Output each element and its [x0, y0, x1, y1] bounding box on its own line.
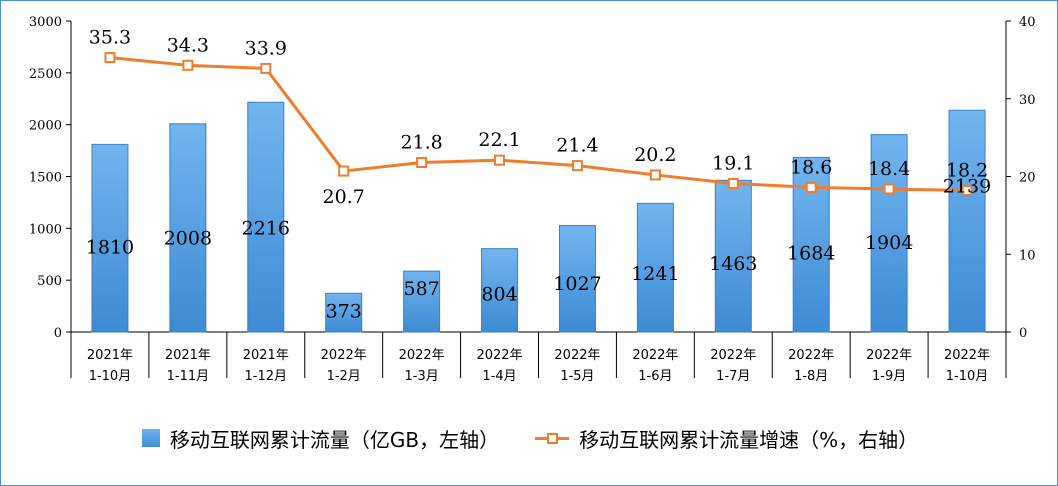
line-value-label: 18.4: [868, 158, 910, 180]
x-tick-label-sub: 1-10月: [946, 369, 989, 384]
bar-value-label: 2216: [242, 218, 290, 240]
bar-value-label: 1241: [631, 263, 679, 285]
line-value-label: 18.6: [790, 156, 832, 178]
legend-item-bar: 移动互联网累计流量（亿GB，左轴）: [141, 424, 500, 453]
x-tick-label-sub: 1-3月: [405, 369, 439, 384]
x-tick-label: 2021年: [243, 348, 289, 363]
bar: [169, 123, 207, 333]
bar: [714, 179, 752, 333]
line-value-label: 20.2: [634, 144, 676, 166]
line-value-label: 21.8: [400, 132, 442, 154]
line-marker: [961, 184, 973, 196]
line-marker: [416, 157, 428, 169]
bar-value-label: 2008: [164, 227, 212, 249]
legend-item-line: 移动互联网累计流量增速（%，右轴）: [535, 424, 918, 453]
x-tick-label: 2022年: [632, 348, 678, 363]
x-tick-label: 2021年: [87, 348, 133, 363]
x-tick-label-sub: 1-7月: [716, 369, 750, 384]
bar: [403, 270, 441, 333]
growth-line: [109, 56, 968, 192]
right-tick-label: 10: [1019, 248, 1036, 263]
legend-bar-swatch: [141, 429, 160, 447]
x-tick-label-sub: 1-11月: [167, 369, 210, 384]
x-tick-label-sub: 1-8月: [794, 369, 828, 384]
line-value-label: 21.4: [556, 135, 598, 157]
x-tick-label-sub: 1-6月: [638, 369, 672, 384]
x-tick-label-sub: 1-10月: [89, 369, 132, 384]
line-value-label: 18.2: [946, 159, 988, 181]
legend-line-swatch: [535, 429, 570, 447]
bar-value-label: 1463: [709, 253, 757, 275]
right-tick-label: 20: [1019, 171, 1036, 186]
bar-value-label: 1904: [865, 232, 913, 254]
left-tick-label: 0: [54, 326, 62, 341]
line-value-label: 22.1: [478, 129, 520, 151]
legend: 移动互联网累计流量（亿GB，左轴） 移动互联网累计流量增速（%，右轴）: [1, 421, 1058, 455]
bar: [247, 101, 285, 333]
line-value-label: 20.7: [323, 186, 365, 208]
bar: [325, 292, 363, 333]
line-value-label: 33.9: [245, 37, 287, 59]
line-marker: [338, 165, 350, 177]
legend-bar-label: 移动互联网累计流量（亿GB，左轴）: [169, 427, 500, 452]
line-marker: [104, 52, 116, 64]
x-tick-label: 2022年: [476, 348, 522, 363]
line-marker: [649, 169, 661, 181]
x-tick-label-sub: 1-2月: [327, 369, 361, 384]
line-marker: [494, 154, 506, 166]
line-value-label: 34.3: [167, 34, 209, 56]
bar: [948, 109, 986, 333]
legend-line-label: 移动互联网累计流量增速（%，右轴）: [579, 427, 919, 452]
x-tick-label-sub: 1-12月: [245, 369, 288, 384]
left-tick-label: 1500: [29, 171, 62, 186]
line-marker: [182, 59, 194, 71]
bar-value-label: 1027: [553, 273, 601, 295]
bar-value-label: 1684: [787, 242, 835, 264]
left-tick-label: 1000: [29, 222, 62, 237]
x-tick-label: 2022年: [321, 348, 367, 363]
bar-value-label: 373: [326, 300, 362, 322]
line-marker: [571, 160, 583, 172]
bar-value-label: 2139: [943, 175, 991, 197]
right-tick-label: 0: [1019, 326, 1027, 341]
x-tick-label: 2022年: [788, 348, 834, 363]
x-tick-label-sub: 1-5月: [560, 369, 594, 384]
chart-svg: 0 500 1000 1500 2000 2500 3000 0 10 20 30 40 2021年 1-…: [29, 15, 1036, 384]
bar: [636, 202, 674, 333]
bar: [481, 248, 519, 333]
x-tick-label: 2022年: [554, 348, 600, 363]
x-tick-label: 2022年: [944, 348, 990, 363]
bar: [91, 143, 129, 333]
right-tick-label: 40: [1019, 15, 1036, 30]
x-tick-label: 2022年: [710, 348, 756, 363]
left-tick-label: 3000: [29, 15, 62, 30]
x-tick-label-sub: 1-9月: [872, 369, 906, 384]
bar: [870, 134, 908, 333]
line-marker: [260, 62, 272, 74]
x-tick-label: 2022年: [399, 348, 445, 363]
left-tick-label: 2000: [29, 119, 62, 134]
left-tick-label: 500: [37, 274, 62, 289]
x-tick-label: 2021年: [165, 348, 211, 363]
line-value-label: 35.3: [89, 27, 131, 49]
bar: [558, 225, 596, 333]
bar-value-label: 1810: [86, 237, 134, 259]
x-tick-label-sub: 1-4月: [482, 369, 516, 384]
right-tick-label: 30: [1019, 93, 1036, 108]
line-value-label: 19.1: [712, 152, 754, 174]
line-marker: [727, 177, 739, 189]
bar-value-label: 587: [403, 278, 439, 300]
left-tick-label: 2500: [29, 67, 62, 82]
x-tick-label: 2022年: [866, 348, 912, 363]
line-marker: [883, 183, 895, 195]
line-marker: [805, 181, 817, 193]
bar-value-label: 804: [481, 283, 517, 305]
